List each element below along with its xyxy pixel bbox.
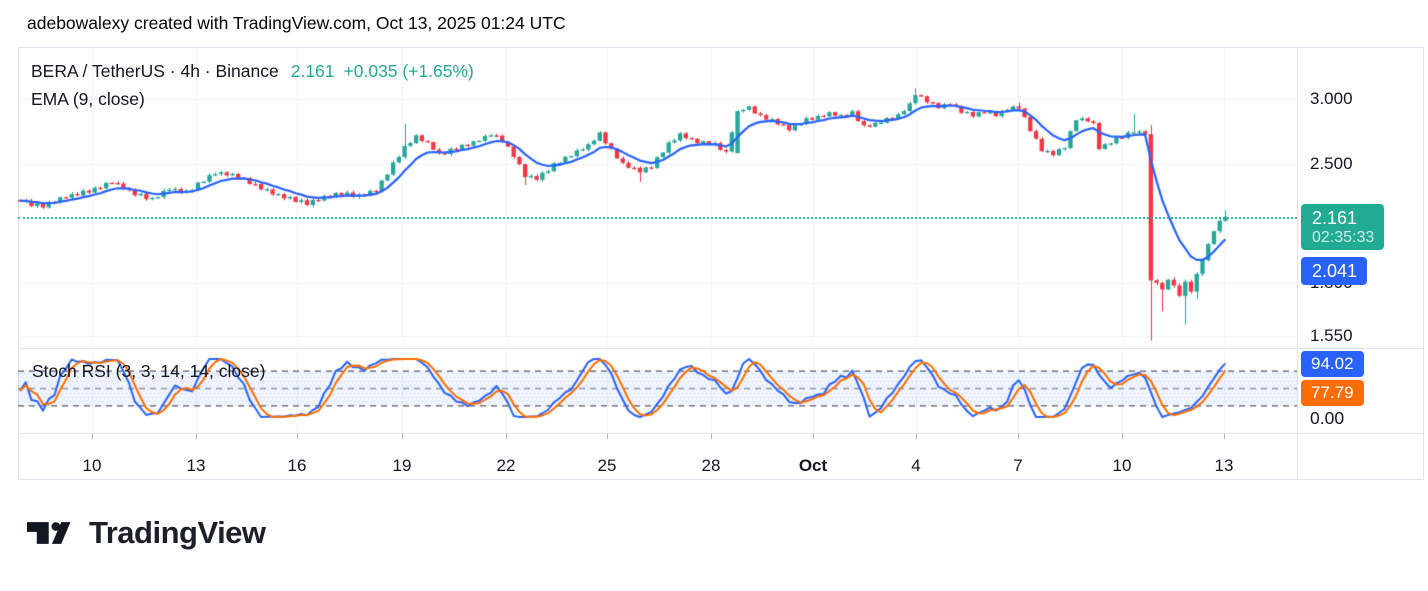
time-axis-tick (1224, 434, 1225, 439)
tradingview-logo-icon (27, 522, 71, 544)
symbol-legend-row[interactable]: BERA / TetherUS · 4h · Binance 2.161 +0.… (31, 61, 474, 89)
last-price-line (18, 217, 1297, 219)
time-axis-label: 16 (287, 456, 307, 475)
price-axis-label: 2.500 (1310, 154, 1353, 173)
time-axis-tick (916, 434, 917, 439)
stoch-zero-label: 0.00 (1310, 408, 1345, 428)
time-axis-label: 13 (186, 456, 206, 475)
time-axis-tick (813, 434, 814, 439)
tradingview-logo-text: TradingView (89, 515, 266, 550)
price-axis-separator[interactable] (1297, 47, 1298, 480)
time-axis-tick (92, 434, 93, 439)
legend-price-change: +0.035 (+1.65%) (343, 61, 474, 81)
attribution-text: adebowalexy created with TradingView.com… (27, 13, 566, 33)
last-price-badge-value: 2.161 (1312, 208, 1358, 228)
time-axis-label: 10 (1112, 456, 1132, 475)
chart-plot-area[interactable] (18, 47, 1297, 433)
time-axis-tick (506, 434, 507, 439)
time-axis-tick (196, 434, 197, 439)
bar-countdown: 02:35:33 (1312, 229, 1375, 246)
time-axis-label-month: Oct (798, 456, 828, 475)
time-axis-tick (607, 434, 608, 439)
time-axis-tick (297, 434, 298, 439)
last-price-badge: 2.161 02:35:33 (1301, 204, 1385, 250)
time-axis-label: 7 (1013, 456, 1023, 475)
legend-last-price: 2.161 (290, 61, 335, 81)
stoch-k-badge: 94.02 (1301, 351, 1364, 377)
ema-legend-row[interactable]: EMA (9, close) (31, 89, 474, 117)
tradingview-logo[interactable]: TradingView (27, 511, 266, 555)
price-chart-canvas[interactable] (18, 47, 1297, 433)
time-axis-tick (402, 434, 403, 439)
ema-value-badge: 2.041 (1301, 257, 1368, 285)
frame-bottom-border (18, 479, 1423, 480)
time-axis-tick (1122, 434, 1123, 439)
ema-indicator-label[interactable]: EMA (9, close) (31, 89, 145, 109)
price-axis-label: 1.550 (1310, 326, 1353, 345)
price-axis-label: 3.000 (1310, 89, 1353, 108)
time-axis-label: 28 (701, 456, 721, 475)
time-axis-tick (711, 434, 712, 439)
time-axis-tick (1018, 434, 1019, 439)
time-axis-label: 4 (911, 456, 921, 475)
time-axis-label: 10 (82, 456, 102, 475)
time-axis-label: 22 (496, 456, 516, 475)
stoch-d-badge: 77.79 (1301, 380, 1364, 406)
time-axis-border (18, 433, 1423, 434)
chart-legend: BERA / TetherUS · 4h · Binance 2.161 +0.… (31, 61, 474, 117)
time-axis-label: 13 (1214, 456, 1234, 475)
frame-right-border (1423, 47, 1424, 480)
time-axis-label: 25 (597, 456, 617, 475)
stoch-rsi-indicator-label[interactable]: Stoch RSI (3, 3, 14, 14, close) (32, 361, 266, 381)
symbol-title[interactable]: BERA / TetherUS · 4h · Binance (31, 61, 279, 81)
time-axis-label: 19 (392, 456, 412, 475)
